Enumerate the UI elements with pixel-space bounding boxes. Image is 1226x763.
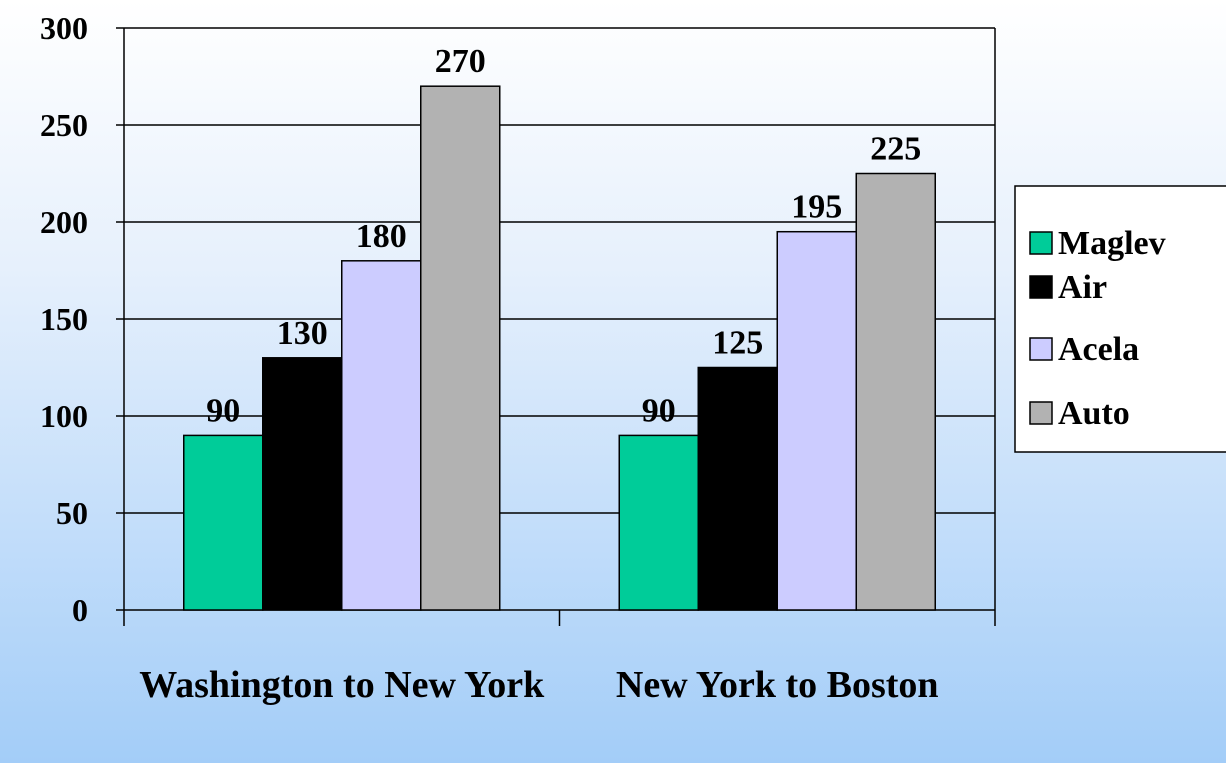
x-tick-label: Washington to New York <box>139 664 545 706</box>
data-label: 90 <box>642 392 676 429</box>
legend-label: Acela <box>1058 331 1139 368</box>
legend-label: Auto <box>1058 395 1130 432</box>
legend-swatch <box>1029 275 1053 299</box>
y-tick-label: 250 <box>40 107 88 143</box>
bar <box>420 85 501 611</box>
y-tick-label: 50 <box>56 495 88 531</box>
y-tick-label: 150 <box>40 301 88 337</box>
data-label: 195 <box>791 189 842 226</box>
bar <box>776 230 857 611</box>
legend-swatch <box>1029 337 1053 361</box>
legend-swatch <box>1029 401 1053 425</box>
bar <box>697 366 778 611</box>
data-label: 270 <box>435 43 486 80</box>
x-tick-label: New York to Boston <box>615 664 939 706</box>
legend-swatch <box>1029 231 1053 255</box>
y-tick-label: 100 <box>40 398 88 434</box>
bar <box>341 260 422 611</box>
data-label: 180 <box>356 218 407 255</box>
y-tick-label: 200 <box>40 204 88 240</box>
y-tick-label: 300 <box>40 10 88 46</box>
bar <box>183 434 264 611</box>
data-label: 225 <box>870 131 921 168</box>
data-label: 125 <box>712 325 763 362</box>
bar <box>618 434 699 611</box>
legend-label: Air <box>1058 269 1107 306</box>
legend-label: Maglev <box>1058 225 1166 262</box>
data-label: 130 <box>277 315 328 352</box>
bar <box>262 357 343 611</box>
data-label: 90 <box>206 392 240 429</box>
bar <box>855 172 936 611</box>
y-tick-label: 0 <box>72 592 88 628</box>
